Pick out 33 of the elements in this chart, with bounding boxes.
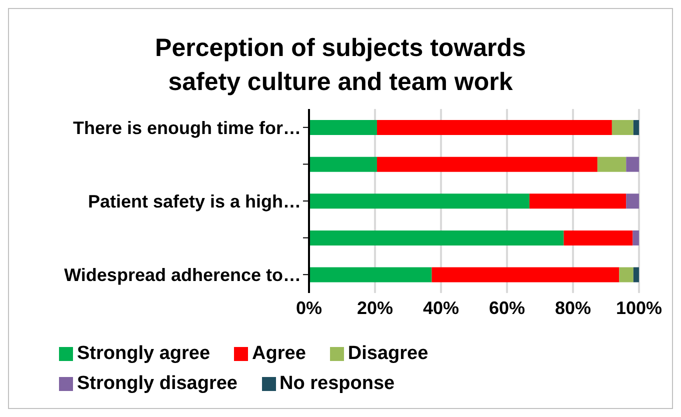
x-tick-label: 100% [616,298,662,318]
legend-label: No response [280,373,395,394]
bar [529,194,626,209]
bar [564,230,633,246]
legend-label: Disagree [348,343,428,364]
bar [632,230,639,246]
chart-title: Perception of subjects towards safety culture and team work [154,33,527,98]
bar [376,156,598,172]
legend-label: Strongly agree [77,343,210,364]
x-tick-label: 80% [554,298,592,318]
bar [376,120,612,136]
bar [619,267,634,282]
bar [309,267,432,282]
bar [309,156,377,172]
bar [626,156,639,172]
bar [626,194,639,209]
y-tick-label: There is enough time for… [72,118,301,138]
bar [633,267,639,282]
bar [432,267,620,282]
legend-label: Agree [252,343,306,364]
legend-label: Strongly disagree [77,373,238,394]
bar [597,156,626,172]
bar [309,120,377,136]
bar [633,120,639,136]
y-tick-label: Widespread adherence to… [64,264,301,285]
x-tick-label: 60% [488,298,526,318]
x-tick-label: 40% [422,298,460,318]
bar [612,120,634,136]
bar [309,194,530,209]
x-tick-label: 0% [296,298,322,318]
bar [309,230,564,246]
x-tick-label: 20% [356,298,394,318]
y-tick-label: Patient safety is a high… [88,191,301,212]
